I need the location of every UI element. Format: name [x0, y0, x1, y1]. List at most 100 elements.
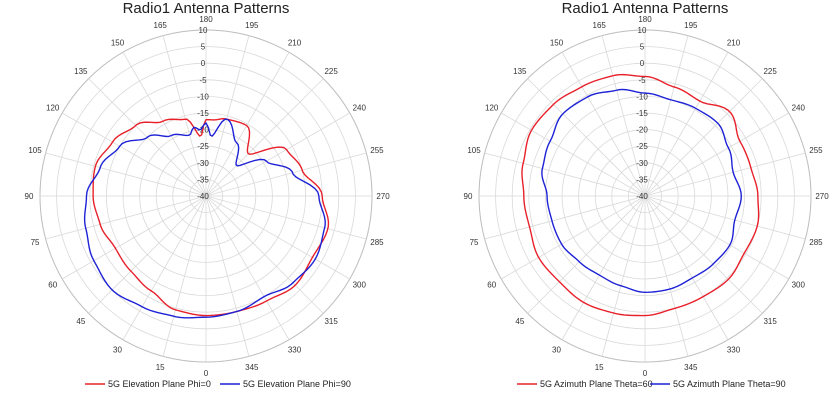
angular-gridline [205, 195, 350, 280]
angle-tick-label: 45 [515, 317, 524, 326]
angle-tick-label: 0 [643, 369, 648, 378]
angular-gridline [62, 195, 207, 280]
angular-gridline [644, 112, 789, 197]
angle-tick-label: 45 [76, 317, 85, 326]
radial-tick-label: -35 [636, 175, 648, 184]
angle-tick-label: 150 [550, 39, 564, 48]
angular-gridline [205, 52, 290, 197]
angle-tick-label: 195 [684, 21, 698, 30]
angle-tick-label: 15 [595, 363, 604, 372]
angle-tick-label: 210 [727, 39, 741, 48]
angular-gridline [122, 195, 207, 340]
series-line-2 [541, 88, 742, 293]
angular-gridline [644, 195, 689, 357]
angle-tick-label: 60 [48, 281, 57, 290]
radial-tick-label: 10 [199, 26, 208, 35]
angle-tick-label: 75 [470, 238, 479, 247]
radial-tick-label: -10 [197, 92, 209, 101]
radial-tick-label: -30 [636, 159, 648, 168]
angular-gridline [527, 78, 646, 197]
angular-gridline [644, 195, 729, 340]
angle-tick-label: 270 [376, 192, 390, 201]
angle-tick-label: 285 [809, 238, 823, 247]
angular-gridline [601, 195, 646, 357]
angle-tick-label: 225 [324, 67, 338, 76]
angular-gridline [484, 195, 646, 240]
angle-tick-label: 345 [245, 363, 259, 372]
angle-tick-label: 120 [46, 104, 60, 113]
angular-gridline [205, 78, 324, 197]
legend-label: 5G Azimuth Plane Theta=60 [540, 379, 653, 389]
angular-gridline [45, 195, 207, 240]
angle-tick-label: 195 [245, 21, 259, 30]
angle-tick-label: 75 [31, 238, 40, 247]
angle-tick-label: 135 [513, 67, 527, 76]
angle-tick-label: 270 [815, 192, 829, 201]
chart-title: Radio1 Antenna Patterns [562, 0, 729, 17]
angular-gridline [205, 195, 324, 314]
angle-tick-label: 330 [727, 345, 741, 354]
radial-tick-label: -30 [197, 159, 209, 168]
angle-tick-label: 300 [792, 281, 806, 290]
angle-tick-label: 165 [593, 21, 607, 30]
angle-tick-label: 255 [809, 146, 823, 155]
legend-label: 5G Azimuth Plane Theta=90 [673, 379, 786, 389]
radial-tick-label: -25 [197, 142, 209, 151]
angular-gridline [162, 195, 207, 357]
angular-gridline [45, 152, 207, 197]
angle-tick-label: 225 [763, 67, 777, 76]
angle-tick-label: 240 [792, 104, 806, 113]
radial-tick-label: -15 [636, 109, 648, 118]
angle-tick-label: 60 [487, 281, 496, 290]
legend-label: 5G Elevation Plane Phi=0 [108, 379, 211, 389]
radial-tick-label: -35 [197, 175, 209, 184]
angular-gridline [527, 195, 646, 314]
radial-tick-label: 5 [640, 43, 645, 52]
radial-tick-label: 5 [201, 43, 206, 52]
series-line-1 [521, 73, 760, 317]
angle-tick-label: 345 [684, 363, 698, 372]
chart-title: Radio1 Antenna Patterns [123, 0, 290, 17]
angular-gridline [501, 195, 646, 280]
angular-gridline [205, 35, 250, 197]
legend-label: 5G Elevation Plane Phi=90 [243, 379, 351, 389]
polar-chart-2: Radio1 Antenna Patterns01530456075901051… [464, 0, 830, 389]
angular-gridline [205, 152, 367, 197]
angle-tick-label: 30 [552, 345, 561, 354]
angular-gridline [62, 112, 207, 197]
polar-chart-1: Radio1 Antenna Patterns01530456075901051… [25, 0, 391, 389]
radial-tick-label: -40 [197, 192, 209, 201]
angular-gridline [644, 78, 763, 197]
radial-tick-label: 0 [640, 59, 645, 68]
angle-tick-label: 255 [370, 146, 384, 155]
angular-gridline [644, 195, 806, 240]
radial-tick-label: -20 [636, 126, 648, 135]
angular-gridline [644, 152, 806, 197]
radial-tick-label: -40 [636, 192, 648, 201]
angle-tick-label: 180 [638, 15, 652, 24]
angular-gridline [122, 52, 207, 197]
angle-tick-label: 300 [353, 281, 367, 290]
angle-tick-label: 240 [353, 104, 367, 113]
angle-tick-label: 315 [324, 317, 338, 326]
angular-gridline [484, 152, 646, 197]
angular-gridline [561, 52, 646, 197]
angle-tick-label: 15 [156, 363, 165, 372]
angular-gridline [561, 195, 646, 340]
angle-tick-label: 315 [763, 317, 777, 326]
angle-tick-label: 165 [154, 21, 168, 30]
series-line-2 [83, 118, 326, 319]
angular-gridline [205, 195, 250, 357]
angular-gridline [644, 195, 763, 314]
angular-gridline [644, 35, 689, 197]
angle-tick-label: 90 [464, 192, 473, 201]
radial-tick-label: 10 [638, 26, 647, 35]
angular-gridline [162, 35, 207, 197]
angle-tick-label: 30 [113, 345, 122, 354]
radial-tick-label: -5 [638, 76, 646, 85]
angular-gridline [601, 35, 646, 197]
angular-gridline [644, 52, 729, 197]
radial-tick-label: -10 [636, 92, 648, 101]
